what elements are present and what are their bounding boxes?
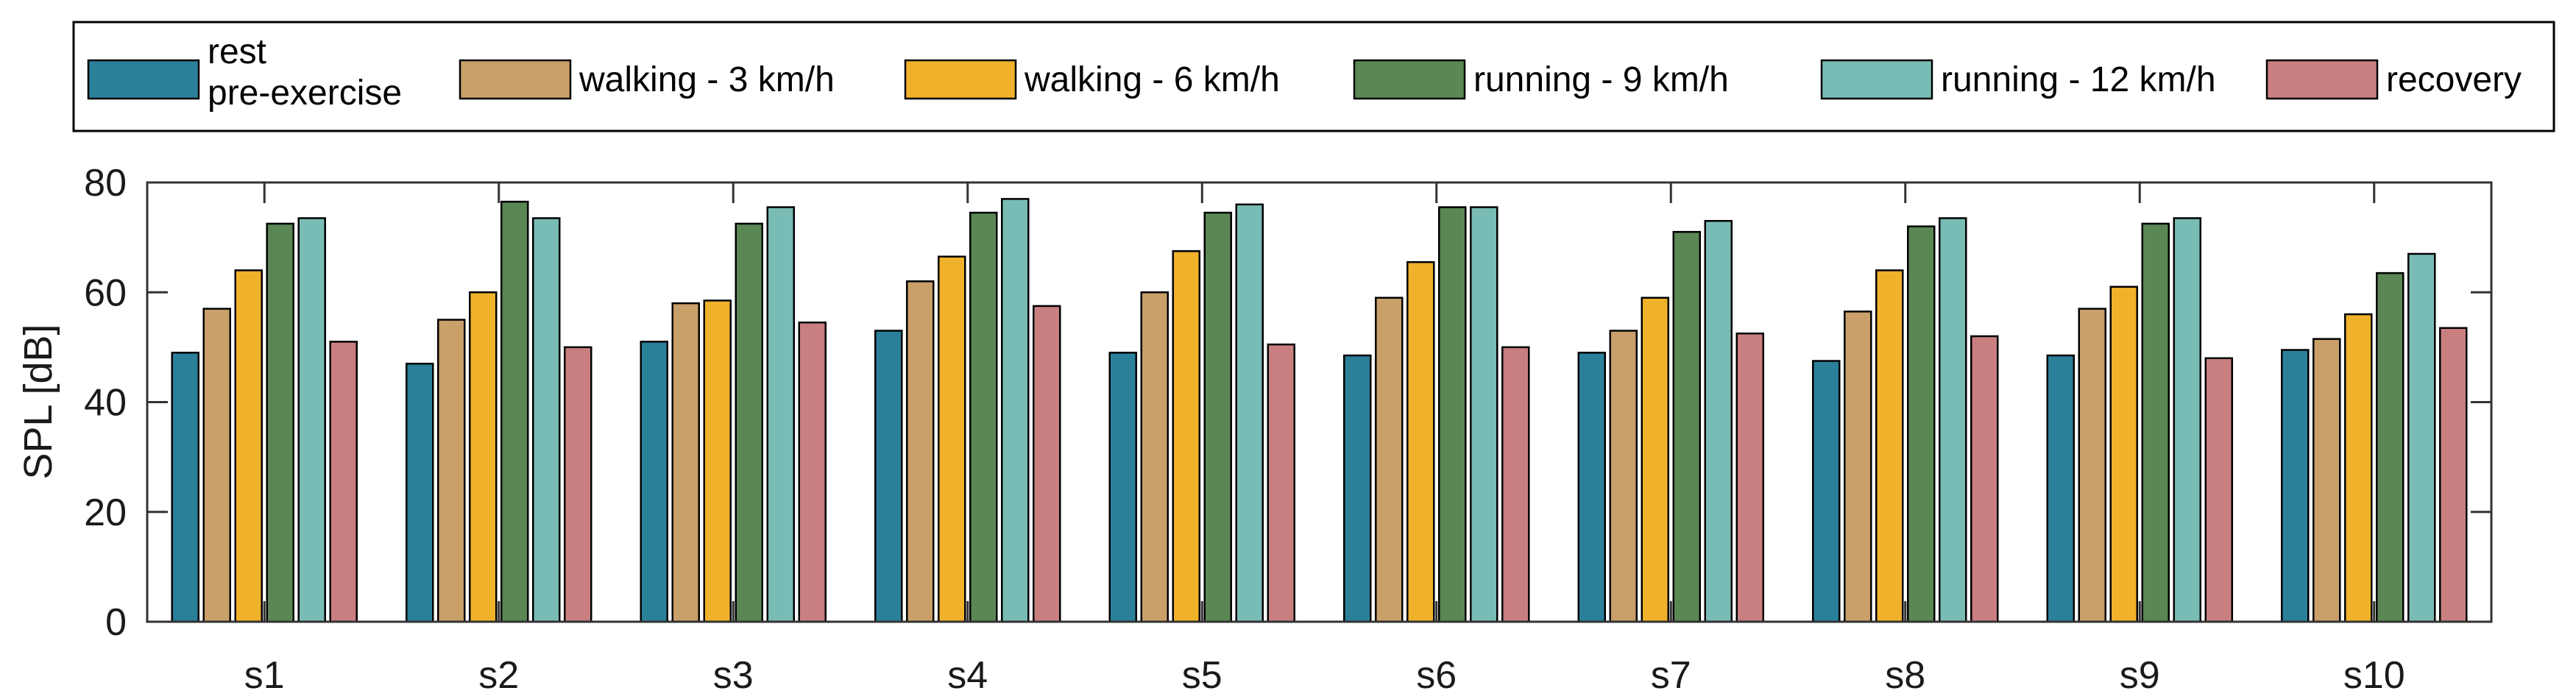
x-tick-label: s2 (478, 654, 519, 697)
legend: rest pre-exercise walking - 3 km/h walking … (72, 21, 2555, 132)
bar-s7-series-3 (1641, 297, 1669, 623)
bar-s3-series-5 (766, 206, 795, 623)
bar-s9-series-1 (2046, 354, 2075, 623)
bar-s5-series-4 (1203, 211, 1232, 623)
y-tick-label: 60 (84, 272, 127, 314)
bar-s2-series-6 (564, 346, 592, 623)
legend-label-series-3: walking - 6 km/h (1024, 60, 1280, 99)
bar-s6-series-1 (1343, 354, 1372, 623)
y-tick-label: 40 (84, 382, 127, 425)
bar-s8-series-1 (1812, 360, 1841, 623)
bar-s8-series-2 (1844, 311, 1872, 623)
legend-swatch-series-4 (1353, 59, 1466, 100)
bar-s8-series-3 (1875, 269, 1904, 623)
bar-s4-series-1 (874, 330, 903, 623)
axes (146, 181, 2493, 623)
bar-s5-series-3 (1172, 250, 1200, 623)
y-tick-label: 0 (105, 601, 127, 644)
x-tick-label: s8 (1885, 654, 1925, 697)
x-tick-label: s1 (244, 654, 285, 697)
bar-s7-series-5 (1704, 219, 1733, 623)
legend-swatch-series-3 (904, 59, 1017, 100)
x-tick-label: s7 (1651, 654, 1691, 697)
bar-s9-series-5 (2173, 217, 2201, 623)
bar-s8-series-4 (1907, 225, 1936, 623)
legend-label-series-4: running - 9 km/h (1473, 60, 1729, 99)
bar-s5-series-2 (1140, 291, 1169, 623)
x-tick-label: s6 (1416, 654, 1457, 697)
x-tick-label: s10 (2343, 654, 2405, 697)
bar-s3-series-6 (798, 322, 827, 623)
bar-s2-series-5 (532, 217, 561, 623)
x-tick-label: s9 (2120, 654, 2160, 697)
bar-s10-series-2 (2313, 338, 2341, 623)
bar-s4-series-4 (969, 211, 998, 623)
bar-s3-series-3 (703, 299, 732, 623)
bar-s10-series-3 (2344, 313, 2373, 623)
bar-s6-series-5 (1470, 206, 1498, 623)
plot-frame (146, 181, 2493, 623)
legend-swatch-series-5 (1820, 59, 1933, 100)
legend-label-series-1: rest pre-exercise (208, 32, 402, 113)
bar-s7-series-1 (1577, 352, 1606, 623)
bar-s3-series-2 (671, 302, 700, 623)
bar-s4-series-3 (938, 255, 966, 623)
x-tick-label: s5 (1182, 654, 1222, 697)
y-tick-label: 20 (84, 492, 127, 534)
bar-s7-series-6 (1735, 332, 1764, 623)
bar-s1-series-3 (234, 269, 263, 623)
y-tick-label: 80 (84, 162, 127, 205)
legend-label-series-2: walking - 3 km/h (578, 60, 835, 99)
bar-s1-series-5 (297, 217, 326, 623)
bar-s6-series-6 (1501, 346, 1530, 623)
bar-s7-series-4 (1672, 230, 1701, 623)
bars (171, 198, 2468, 623)
bar-s1-series-1 (171, 352, 199, 623)
bar-s4-series-2 (906, 280, 935, 623)
bar-s6-series-3 (1406, 260, 1435, 623)
bar-s9-series-6 (2204, 357, 2233, 623)
legend-swatch-series-2 (459, 59, 572, 100)
bar-s8-series-5 (1939, 217, 1967, 623)
bar-s10-series-1 (2281, 349, 2310, 623)
legend-label-series-6: recovery (2386, 60, 2522, 99)
legend-swatch-series-6 (2265, 59, 2379, 100)
ticks: s1 s2 s3 s4 s5 s6 s7 s8 s9 s10 0 20 40 60 80 (84, 162, 2491, 697)
x-tick-label: s4 (947, 654, 988, 697)
bar-s9-series-4 (2141, 222, 2170, 623)
bar-s5-series-1 (1108, 352, 1137, 623)
bar-s2-series-4 (500, 200, 529, 623)
bar-s3-series-1 (640, 341, 668, 623)
bar-s2-series-2 (437, 319, 466, 623)
legend-label-series-5: running - 12 km/h (1941, 60, 2216, 99)
bar-s1-series-2 (202, 308, 231, 623)
bar-s4-series-6 (1033, 305, 1061, 623)
bar-s9-series-2 (2078, 308, 2106, 623)
y-axis-label: SPL [dB] (16, 324, 60, 479)
bar-s10-series-4 (2376, 272, 2405, 623)
bar-s4-series-5 (1001, 198, 1030, 623)
bar-s2-series-3 (469, 291, 498, 623)
bar-s1-series-4 (266, 222, 294, 623)
bar-s1-series-6 (329, 341, 358, 623)
bar-s5-series-5 (1235, 203, 1264, 623)
bar-s10-series-6 (2439, 327, 2468, 623)
bar-s3-series-4 (735, 222, 763, 623)
bar-s10-series-5 (2407, 252, 2436, 623)
bar-s7-series-2 (1609, 330, 1638, 623)
bar-s6-series-4 (1438, 206, 1467, 623)
legend-swatch-series-1 (87, 59, 200, 100)
bar-s5-series-6 (1267, 343, 1295, 623)
bar-s9-series-3 (2109, 285, 2138, 623)
x-tick-label: s3 (713, 654, 754, 697)
bar-s6-series-2 (1375, 297, 1404, 623)
bar-s8-series-6 (1970, 335, 1999, 623)
bar-s2-series-1 (406, 363, 434, 623)
